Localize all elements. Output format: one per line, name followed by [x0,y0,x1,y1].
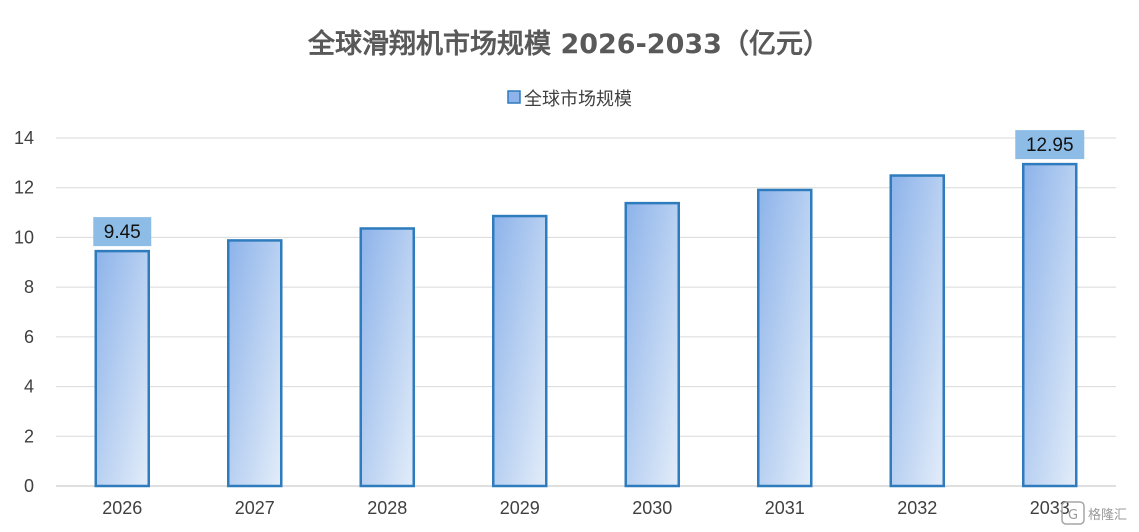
y-axis-ticks: 0 2 4 6 8 10 12 14 [14,128,34,496]
gelonghui-logo-icon: G [1061,501,1085,525]
data-label-text: 12.95 [1026,135,1074,156]
data-label-box [93,217,152,247]
y-tick-label: 12 [14,178,34,198]
watermark-text: 格隆汇 [1088,507,1127,523]
bar-2029 [492,214,548,488]
x-tick-label: 2028 [367,498,407,518]
gridlines [56,137,1116,487]
x-tick-label: 2032 [897,498,937,518]
data-label-2026: 9.45 [93,217,152,247]
bars [94,162,1078,488]
legend-swatch [507,90,521,104]
y-tick-label: 0 [24,476,34,496]
y-tick-label: 2 [24,426,34,446]
x-tick-label: 2031 [765,498,805,518]
bar-2033 [1022,162,1078,488]
x-tick-label: 2029 [500,498,540,518]
watermark: G 格隆汇 [1061,501,1127,525]
bar-2031 [757,188,813,488]
y-tick-label: 14 [14,128,34,148]
legend-label: 全球市场规模 [524,89,632,110]
x-axis-ticks: 2026 2027 2028 2029 2030 2031 2032 2033 [102,498,1070,518]
svg-text:G: G [1068,508,1078,523]
x-tick-label: 2030 [632,498,672,518]
legend: 全球市场规模 [507,89,632,110]
y-tick-label: 8 [24,277,34,297]
y-tick-label: 4 [24,377,34,397]
data-label-text: 9.45 [104,222,141,243]
data-label-2033: 12.95 [1015,130,1085,160]
bar-2028 [359,227,415,488]
chart-title: 全球滑翔机市场规模 2026-2033（亿元） [307,28,830,60]
x-tick-label: 2027 [235,498,275,518]
bar-2026 [94,249,150,488]
x-tick-label: 2033 [1030,498,1070,518]
data-label-box [1015,130,1085,160]
x-tick-label: 2026 [102,498,142,518]
bar-2027 [227,239,283,488]
y-tick-label: 6 [24,327,34,347]
bar-2030 [624,201,680,488]
y-tick-label: 10 [14,227,34,247]
bar-2032 [889,174,945,488]
data-labels: 9.45 12.95 [93,130,1085,247]
